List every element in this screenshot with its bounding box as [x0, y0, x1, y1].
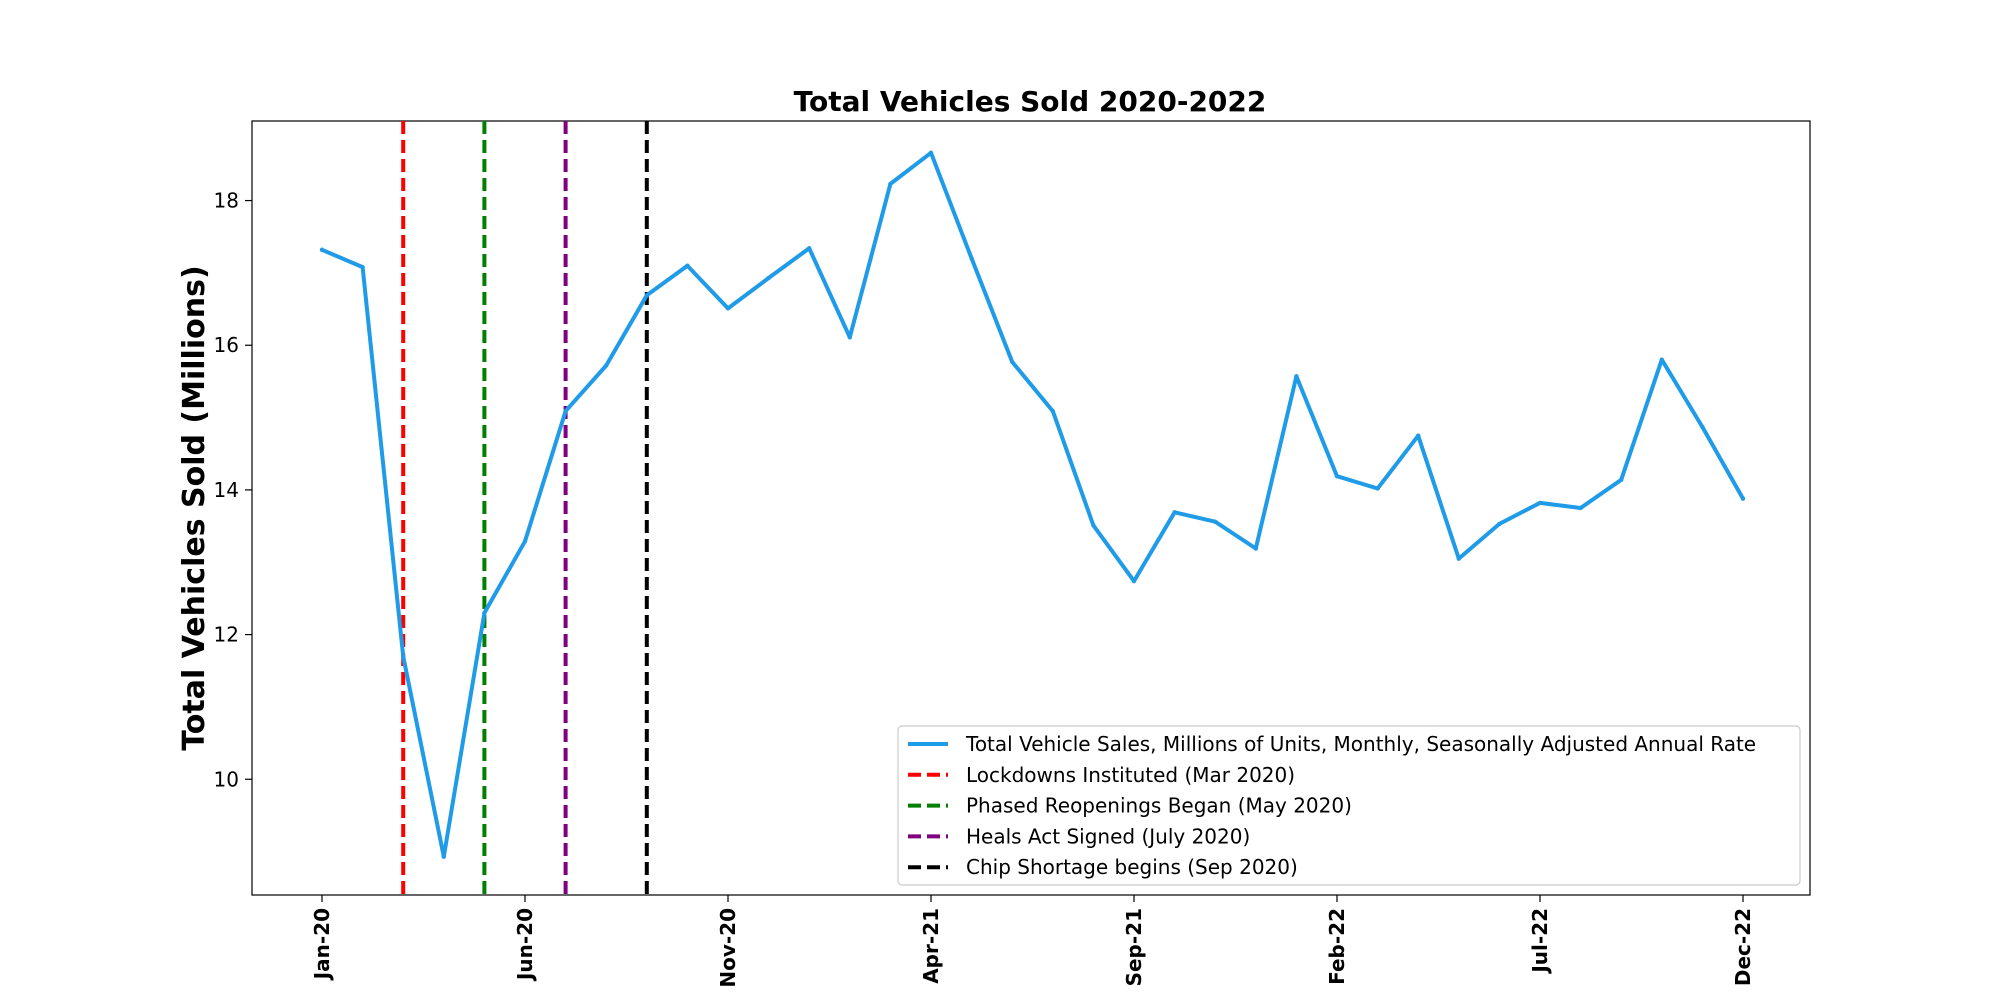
x-tick-label: Dec-22	[1731, 908, 1755, 986]
data-point	[928, 150, 934, 156]
data-point	[360, 264, 365, 270]
data-point	[401, 654, 406, 659]
x-tick-label: Sep-21	[1122, 908, 1146, 986]
y-tick-label: 16	[214, 333, 239, 357]
data-point	[482, 610, 487, 616]
data-point	[1456, 556, 1462, 561]
x-tick-label: Jun-20	[513, 908, 537, 982]
data-point	[807, 246, 812, 251]
data-point	[1213, 519, 1218, 524]
series-line	[320, 150, 1745, 859]
data-point	[1091, 523, 1096, 528]
data-point	[969, 256, 974, 261]
data-point	[1131, 578, 1137, 584]
data-point	[1050, 408, 1056, 414]
data-point	[1172, 510, 1177, 515]
plot-area: 10 12 14 16 18 Jan-20 Jun-20 Nov-20 Apr-21 Sep-21…	[214, 120, 1811, 988]
y-tick-label: 10	[214, 767, 239, 791]
data-point	[441, 854, 446, 859]
legend-label: Chip Shortage begins (Sep 2020)	[966, 855, 1298, 879]
data-point	[685, 263, 690, 268]
data-point	[1537, 500, 1543, 506]
data-point	[1375, 486, 1380, 491]
data-point	[766, 275, 771, 281]
data-point	[604, 363, 609, 368]
data-point	[644, 293, 649, 298]
data-point	[319, 247, 325, 252]
data-point	[1334, 473, 1340, 479]
data-point	[888, 181, 893, 187]
data-point	[725, 306, 731, 311]
data-point	[1700, 424, 1705, 430]
x-tick-label: Jan-20	[310, 908, 334, 981]
legend-label: Phased Reopenings Began (May 2020)	[966, 794, 1352, 818]
legend-label: Lockdowns Instituted (Mar 2020)	[966, 763, 1295, 787]
data-point	[1497, 521, 1502, 527]
data-point	[563, 408, 568, 414]
y-axis-label: Total Vehicles Sold (Millions)	[177, 265, 212, 750]
x-tick-label: Apr-21	[919, 908, 943, 984]
data-point	[1619, 477, 1624, 482]
data-point	[1253, 546, 1259, 551]
y-tick-label: 12	[214, 623, 239, 647]
x-tick-label: Jul-22	[1528, 908, 1552, 975]
data-point	[1659, 357, 1665, 362]
x-tick-label: Feb-22	[1325, 908, 1349, 985]
data-point	[1578, 505, 1583, 511]
data-point	[1294, 374, 1299, 379]
y-tick-label: 18	[214, 189, 239, 213]
plot-frame	[251, 120, 1811, 896]
data-point	[847, 335, 852, 340]
legend-label: Heals Act Signed (July 2020)	[966, 824, 1250, 848]
y-tick-label: 14	[214, 478, 239, 502]
chart-title: Total Vehicles Sold 2020-2022	[794, 85, 1267, 118]
data-point	[1740, 496, 1746, 501]
legend: Total Vehicle Sales, Millions of Units, …	[897, 725, 1801, 886]
x-tick-label: Nov-20	[716, 908, 740, 988]
legend-label: Total Vehicle Sales, Millions of Units, …	[965, 732, 1756, 756]
data-point	[1010, 359, 1015, 365]
data-point	[522, 539, 528, 544]
data-point	[1416, 433, 1421, 438]
legend-box	[897, 725, 1801, 886]
